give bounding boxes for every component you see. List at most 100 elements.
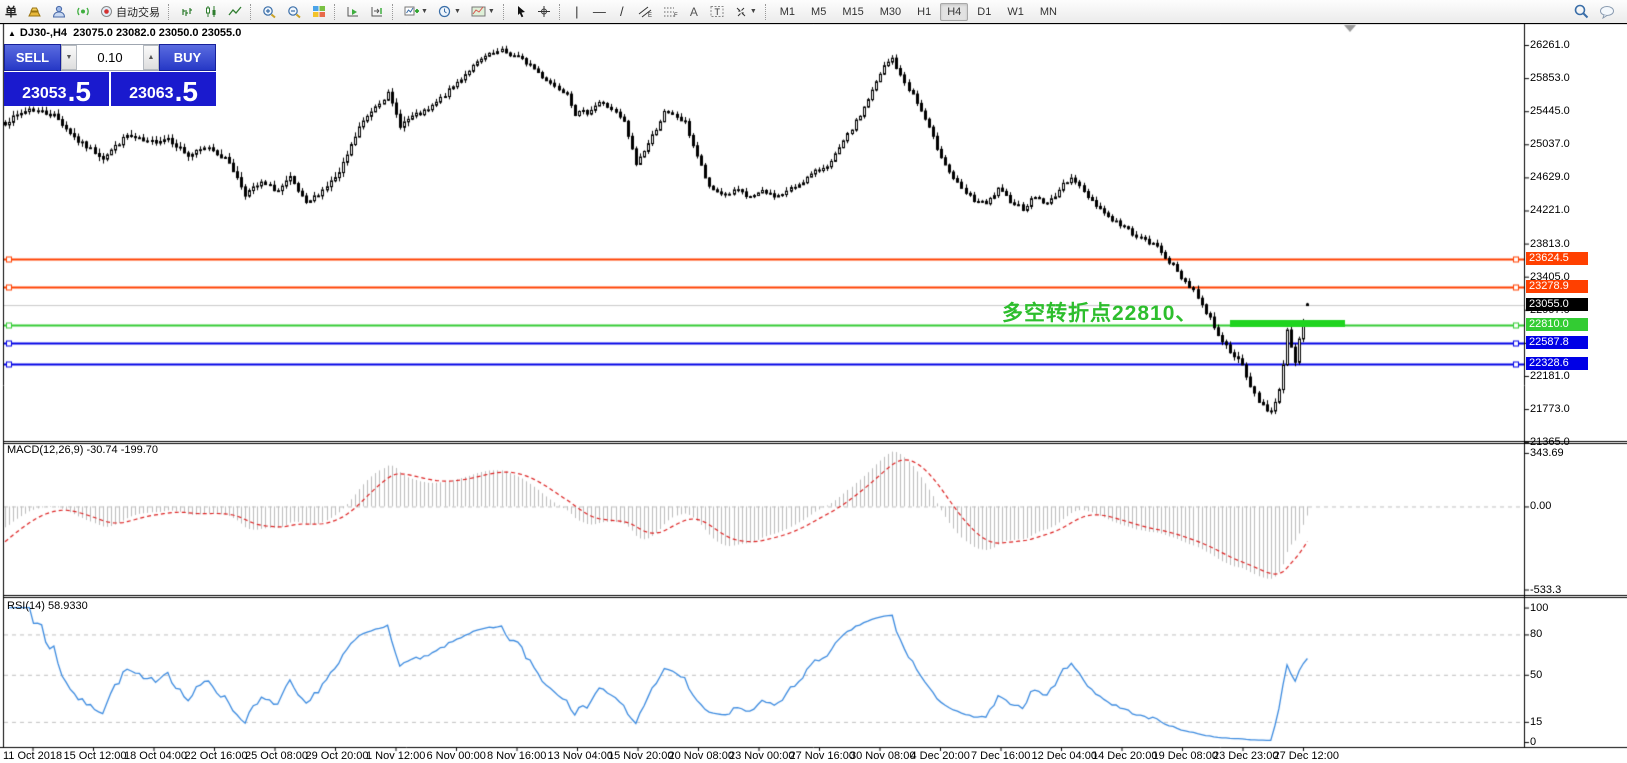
one-click-trading-panel: SELL ▼ 0.10 ▲ BUY 23053 .5 23063 .5 bbox=[4, 44, 216, 106]
templates-button[interactable]: ▼ bbox=[467, 2, 499, 22]
rsi-axis-tick-label: 100 bbox=[1530, 601, 1549, 614]
hline-price-tag: 22587.8 bbox=[1526, 335, 1588, 349]
sell-button[interactable]: SELL bbox=[4, 44, 61, 71]
chart-ohlc-title: ▲ DJ30-,H4 23075.0 23082.0 23050.0 23055.… bbox=[8, 27, 241, 39]
bar-chart-icon bbox=[182, 8, 193, 16]
sell-price-main: 23053 bbox=[22, 85, 67, 103]
equidistant-channel-button[interactable]: E bbox=[634, 2, 657, 22]
price-axis-tick-label: 25445.0 bbox=[1530, 105, 1570, 118]
sell-price-fraction: .5 bbox=[67, 75, 91, 107]
cursor-button[interactable] bbox=[511, 2, 531, 22]
sell-price-display[interactable]: 23053 .5 bbox=[4, 72, 109, 106]
fibonacci-button[interactable]: F bbox=[659, 2, 682, 22]
hline-price-tag: 22810.0 bbox=[1526, 317, 1588, 331]
chat-icon bbox=[1600, 5, 1614, 19]
clock-icon bbox=[438, 5, 451, 18]
toolbar-separator bbox=[392, 3, 396, 20]
line-chart-button[interactable] bbox=[224, 2, 246, 22]
channel-icon: E bbox=[638, 6, 652, 18]
text-label-icon: T bbox=[710, 6, 724, 17]
horizontal-line-button[interactable]: — bbox=[592, 4, 606, 19]
search-button[interactable] bbox=[1569, 2, 1593, 22]
arrows-button[interactable]: ▼ bbox=[730, 2, 761, 22]
zoom-out-icon bbox=[288, 5, 301, 18]
timeframe-w1[interactable]: W1 bbox=[1007, 5, 1024, 18]
bar-chart-button[interactable] bbox=[176, 2, 198, 22]
autotrading-button[interactable]: 自动交易 bbox=[96, 2, 164, 22]
time-axis-label: 15 Oct 12:00 bbox=[63, 750, 127, 762]
price-axis-tick-label: 26261.0 bbox=[1530, 39, 1570, 51]
auto-scroll-button[interactable] bbox=[342, 2, 364, 22]
new-order-button[interactable]: 单 bbox=[5, 5, 18, 19]
timeframe-group: M1 M5 M15 M30 H1 H4 D1 W1 MN bbox=[772, 2, 1065, 21]
gold-bars-icon bbox=[28, 7, 41, 17]
periods-button[interactable]: ▼ bbox=[434, 2, 465, 22]
price-axis-tick-label: 24221.0 bbox=[1530, 204, 1570, 217]
signal-icon bbox=[77, 7, 89, 16]
volume-decrease-button[interactable]: ▼ bbox=[61, 45, 77, 70]
macd-axis-tick-label: 343.69 bbox=[1530, 446, 1564, 459]
time-axis-label: 25 Oct 08:00 bbox=[245, 750, 308, 762]
timeframe-h4[interactable]: H4 bbox=[940, 2, 969, 21]
buy-price-display[interactable]: 23063 .5 bbox=[111, 72, 216, 106]
timeframe-m5[interactable]: M5 bbox=[811, 5, 827, 18]
trendline-button[interactable]: / bbox=[620, 4, 624, 19]
search-icon bbox=[1574, 4, 1589, 19]
text-label-button[interactable]: T bbox=[706, 2, 728, 22]
buy-button[interactable]: BUY bbox=[159, 44, 216, 71]
market-watch-icon[interactable] bbox=[48, 2, 70, 22]
chart-text-annotation[interactable]: 多空转折点22810、 bbox=[1002, 302, 1198, 325]
signals-icon[interactable] bbox=[72, 2, 94, 22]
toolbar-separator bbox=[168, 3, 172, 20]
cursor-icon bbox=[517, 6, 525, 18]
timeframe-m30[interactable]: M30 bbox=[879, 5, 902, 18]
candlestick-chart-button[interactable] bbox=[200, 2, 222, 22]
arrows-icon bbox=[736, 7, 746, 17]
time-axis-label: 23 Nov 00:00 bbox=[729, 750, 795, 762]
zoom-out-button[interactable] bbox=[283, 2, 306, 22]
template-icon bbox=[471, 6, 486, 17]
svg-text:F: F bbox=[674, 13, 678, 18]
rsi-axis-tick-label: 0 bbox=[1530, 736, 1537, 749]
autotrading-icon bbox=[101, 6, 113, 17]
text-button[interactable]: A bbox=[689, 4, 698, 19]
timeframe-mn[interactable]: MN bbox=[1039, 5, 1057, 18]
auto-scroll-icon bbox=[347, 7, 359, 17]
rsi-axis-tick-label: 80 bbox=[1530, 628, 1543, 641]
timeframe-h1[interactable]: H1 bbox=[917, 5, 932, 18]
toolbar-separator bbox=[764, 3, 769, 20]
zoom-in-button[interactable] bbox=[258, 2, 281, 22]
hline-price-tag: 23278.9 bbox=[1526, 279, 1588, 293]
price-axis-tick-label: 23405.0 bbox=[1530, 270, 1570, 283]
vertical-line-button[interactable]: | bbox=[575, 4, 579, 19]
timeframe-d1[interactable]: D1 bbox=[977, 5, 992, 18]
timeframe-m1[interactable]: M1 bbox=[779, 5, 796, 18]
accounts-icon[interactable] bbox=[23, 2, 46, 22]
time-axis-label: 4 Dec 20:00 bbox=[910, 750, 970, 762]
buy-price-main: 23063 bbox=[129, 85, 174, 103]
crosshair-button[interactable] bbox=[533, 2, 555, 22]
chart-shift-button[interactable] bbox=[366, 2, 388, 22]
time-axis-label: 6 Nov 00:00 bbox=[426, 750, 486, 762]
current-price-tag: 23055.0 bbox=[1526, 298, 1588, 312]
ohlc-values: 23075.0 23082.0 23050.0 23055.0 bbox=[73, 27, 242, 39]
toolbar: 单 自动交易 ▼ ▼ bbox=[0, 0, 1627, 24]
autotrading-label: 自动交易 bbox=[116, 6, 161, 19]
dropdown-caret: ▼ bbox=[749, 8, 757, 15]
price-axis-tick-label: 22181.0 bbox=[1530, 369, 1570, 382]
svg-text:E: E bbox=[648, 13, 652, 18]
new-chart-button[interactable]: ▼ bbox=[400, 2, 432, 22]
time-axis-label: 30 Nov 08:00 bbox=[850, 750, 916, 762]
dropdown-caret: ▼ bbox=[453, 8, 461, 15]
timeframe-m15[interactable]: M15 bbox=[842, 5, 864, 18]
price-axis-tick-label: 25037.0 bbox=[1530, 138, 1570, 151]
hline-price-tag: 22328.6 bbox=[1526, 356, 1588, 370]
time-axis-label: 14 Dec 20:00 bbox=[1092, 750, 1158, 762]
price-axis-tick-label: 21365.0 bbox=[1530, 436, 1570, 449]
volume-stepper: ▼ 0.10 ▲ bbox=[61, 44, 159, 71]
chat-button[interactable] bbox=[1595, 2, 1620, 22]
volume-value[interactable]: 0.10 bbox=[97, 50, 123, 65]
tile-windows-button[interactable] bbox=[308, 2, 330, 22]
volume-increase-button[interactable]: ▲ bbox=[143, 45, 159, 70]
